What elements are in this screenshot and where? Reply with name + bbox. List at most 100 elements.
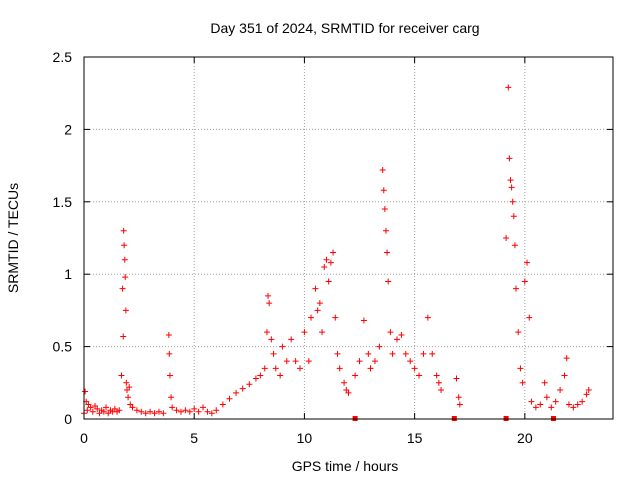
data-point: [266, 300, 273, 307]
data-point: [103, 404, 110, 411]
data-point: [142, 410, 149, 417]
data-point: [574, 401, 581, 408]
data-point: [246, 381, 253, 388]
data-point: [119, 285, 126, 292]
data-point: [424, 314, 431, 321]
data-point: [301, 329, 308, 336]
data-point: [381, 206, 388, 213]
data-point: [168, 394, 175, 401]
data-point: [561, 372, 568, 379]
data-point: [511, 242, 518, 249]
x-tick-label: 15: [407, 430, 423, 446]
data-point: [513, 285, 520, 292]
data-point: [257, 372, 264, 379]
data-point: [330, 249, 337, 256]
data-point: [87, 404, 94, 411]
data-point: [365, 350, 372, 357]
data-point: [279, 343, 286, 350]
data-point: [356, 358, 363, 365]
data-point: [208, 410, 215, 417]
data-point: [557, 387, 564, 394]
data-point: [272, 365, 279, 372]
data-point: [341, 379, 348, 386]
x-tick-label: 20: [517, 430, 533, 446]
data-point: [166, 372, 173, 379]
data-point: [327, 259, 334, 266]
data-point: [123, 379, 130, 386]
data-point: [552, 398, 559, 405]
data-point: [312, 285, 319, 292]
data-point: [268, 336, 275, 343]
data-point: [563, 355, 570, 362]
data-point: [319, 329, 326, 336]
data-point: [323, 256, 330, 263]
data-point: [380, 187, 387, 194]
data-point: [165, 332, 172, 339]
x-axis-label: GPS time / hours: [292, 458, 399, 474]
data-point: [121, 242, 128, 249]
x-tick-label: 5: [190, 430, 198, 446]
data-point: [332, 314, 339, 321]
data-point: [528, 398, 535, 405]
data-point: [509, 198, 516, 205]
data-point: [321, 263, 328, 270]
data-point: [133, 407, 140, 414]
data-point: [508, 184, 515, 191]
data-point: [316, 300, 323, 307]
data-point: [182, 407, 189, 414]
data-point: [160, 410, 167, 417]
data-point: [186, 408, 193, 415]
data-point: [435, 379, 442, 386]
data-point: [204, 408, 211, 415]
data-point: [147, 408, 154, 415]
data-point: [517, 365, 524, 372]
y-tick-label: 1.5: [53, 194, 73, 210]
data-point: [100, 408, 107, 415]
x-tick-label: 0: [80, 430, 88, 446]
data-point: [308, 314, 315, 321]
axis-ticks: 0 5 10 15 20 0 0.5 1 1.5 2 2.5: [53, 49, 613, 446]
data-point: [252, 375, 259, 382]
data-point: [524, 259, 531, 266]
y-tick-label: 2: [64, 121, 72, 137]
data-point: [456, 401, 463, 408]
data-point: [510, 213, 517, 220]
data-point: [543, 394, 550, 401]
data-point: [314, 307, 321, 314]
data-point: [521, 278, 528, 285]
data-point: [173, 407, 180, 414]
data-point: [515, 329, 522, 336]
data-point: [393, 336, 400, 343]
data-point: [263, 329, 270, 336]
data-point: [505, 84, 512, 91]
data-points: [81, 84, 592, 421]
chart-title: Day 351 of 2024, SRMTID for receiver car…: [210, 20, 479, 36]
data-point: [121, 256, 128, 263]
y-tick-label: 0.5: [53, 339, 73, 355]
data-point: [155, 408, 162, 415]
data-point: [166, 350, 173, 357]
data-point: [89, 408, 96, 415]
data-point: [519, 379, 526, 386]
data-point: [120, 333, 127, 340]
data-point: [122, 307, 129, 314]
y-tick-label: 2.5: [53, 49, 73, 65]
data-point: [120, 227, 127, 234]
data-point: [305, 358, 312, 365]
data-point: [200, 404, 207, 411]
data-point: [407, 358, 414, 365]
data-point: [270, 350, 277, 357]
data-point: [292, 358, 299, 365]
data-point: [367, 365, 374, 372]
data-point: [277, 372, 284, 379]
data-point: [195, 408, 202, 415]
data-point: [118, 372, 125, 379]
data-point: [213, 407, 220, 414]
data-point: [283, 358, 290, 365]
data-point: [219, 401, 226, 408]
grid: [84, 57, 613, 419]
data-point: [387, 329, 394, 336]
data-point: [261, 365, 268, 372]
data-point: [352, 372, 359, 379]
data-point: [151, 410, 158, 417]
